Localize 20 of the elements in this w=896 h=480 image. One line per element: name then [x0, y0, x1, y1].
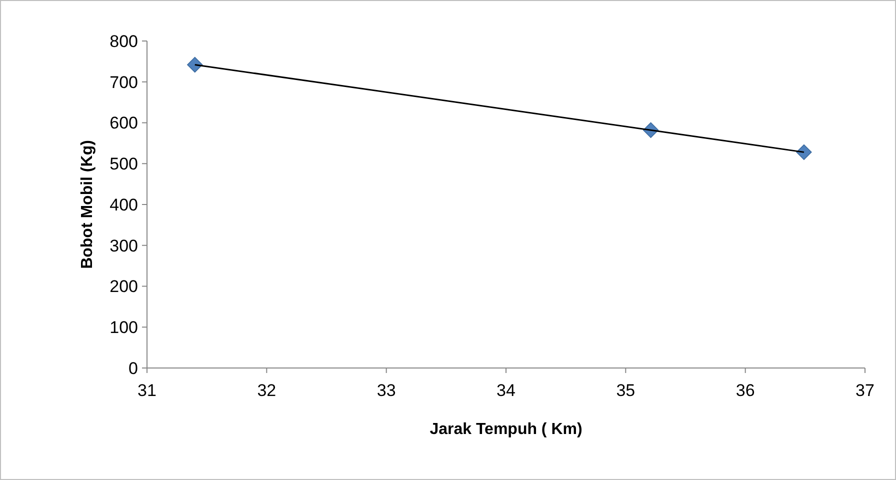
point: [187, 56, 203, 73]
y-tick-label: 300: [110, 236, 138, 256]
y-tick-label: 600: [110, 114, 138, 133]
x-tick-label: 33: [376, 381, 396, 400]
y-tick-label: 700: [110, 72, 138, 92]
y-axis-title: Bobot Mobil (Kg): [79, 140, 96, 269]
x-tick-label: 32: [257, 381, 276, 400]
x-tick-label: 36: [736, 381, 755, 400]
y-tick-label: 500: [110, 154, 138, 174]
y-tick-label: 800: [110, 32, 138, 51]
x-tick-label: 31: [138, 381, 156, 400]
x-tick-label: 34: [496, 381, 516, 400]
y-tick-label: 100: [110, 318, 138, 338]
x-axis-title: Jarak Tempuh ( Km): [430, 421, 582, 438]
y-tick-label: 200: [110, 277, 138, 296]
x-tick-label: 35: [616, 381, 636, 400]
y-tick-label: 0: [128, 358, 138, 378]
point: [796, 144, 812, 160]
y-tick-label: 400: [110, 195, 138, 214]
x-tick-label: 37: [856, 381, 874, 400]
